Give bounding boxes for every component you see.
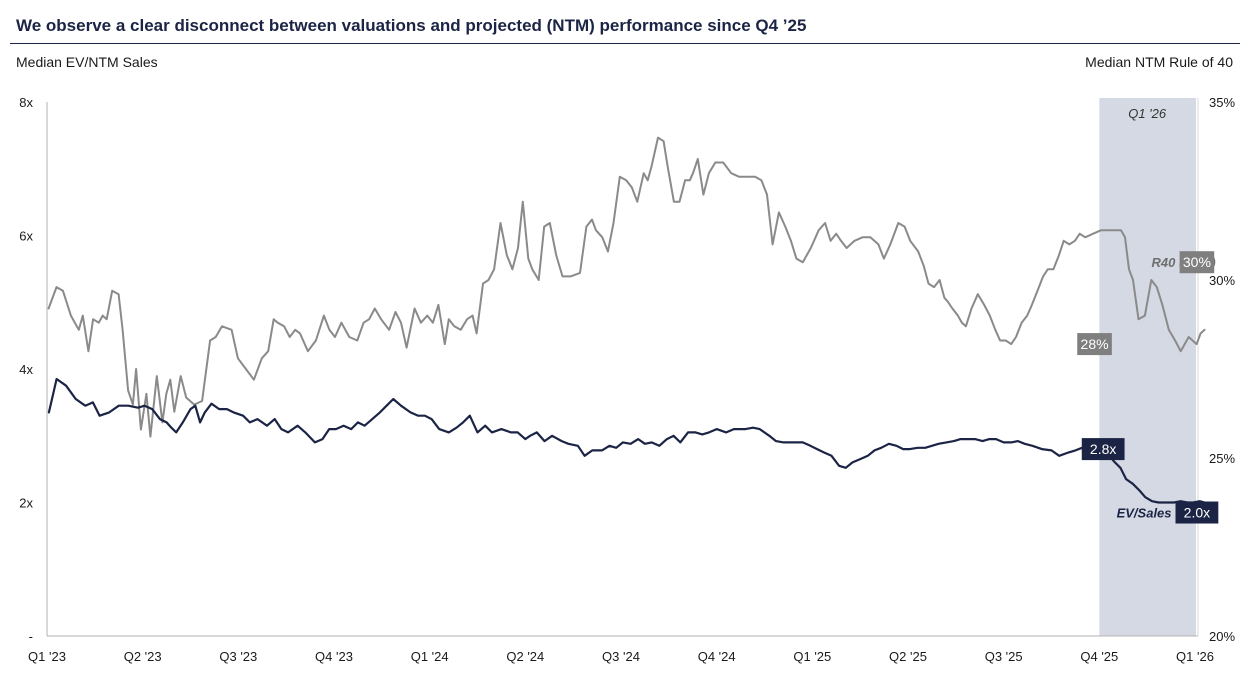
x-tick-label: Q4 '25 — [1080, 649, 1118, 664]
value-badge-text: 2.0x — [1184, 505, 1210, 521]
page-title: We observe a clear disconnect between va… — [16, 16, 807, 35]
left-axis-title: Median EV/NTM Sales — [16, 54, 158, 70]
r40-value-badge — [1077, 333, 1112, 356]
left-y-tick-label: 2x — [19, 496, 33, 511]
right-y-tick-label: 30% — [1209, 273, 1235, 288]
annotation-layer: R40 (NTM)30%28%EV/Sales (NTM)2.8x2.0x — [1077, 251, 1219, 524]
value-badge-text: 30% — [1183, 254, 1211, 270]
left-y-tick-label: 4x — [19, 362, 33, 377]
r40-series-line — [47, 136, 1206, 438]
x-tick-label: Q1 '25 — [793, 649, 831, 664]
x-tick-label: Q2 '23 — [124, 649, 162, 664]
x-tick-label: Q3 '23 — [219, 649, 257, 664]
shaded-region-layer: Q1 '26 — [1099, 98, 1196, 636]
ev-value-badge — [1175, 501, 1219, 524]
left-y-tick-label: 8x — [19, 95, 33, 110]
x-tick-label: Q4 '24 — [698, 649, 736, 664]
ev-value-badge — [1081, 438, 1125, 461]
right-y-tick-label: 25% — [1209, 451, 1235, 466]
x-tick-label: Q3 '24 — [602, 649, 640, 664]
x-tick-label: Q1 '26 — [1176, 649, 1214, 664]
x-tick-label: Q2 '25 — [889, 649, 927, 664]
value-badge-text: 28% — [1081, 336, 1109, 352]
left-y-tick-label: 6x — [19, 229, 33, 244]
x-tick-label: Q1 '24 — [411, 649, 449, 664]
right-y-tick-label: 20% — [1209, 629, 1235, 644]
shaded-region-label: Q1 '26 — [1128, 106, 1167, 121]
series-layer — [47, 136, 1206, 504]
ev-sales-series-line — [47, 377, 1206, 504]
x-tick-label: Q2 '24 — [506, 649, 544, 664]
x-tick-label: Q3 '25 — [985, 649, 1023, 664]
x-tick-label: Q4 '23 — [315, 649, 353, 664]
left-y-tick-label: - — [29, 629, 33, 644]
title-divider — [10, 43, 1240, 44]
r40-value-badge — [1179, 251, 1215, 274]
right-axis-title: Median NTM Rule of 40 — [1085, 54, 1233, 70]
value-badge-text: 2.8x — [1090, 441, 1116, 457]
right-y-tick-label: 35% — [1209, 95, 1235, 110]
axes-layer: - 2x 4x 6x 8x 20% 25% 30% 35% Q1 '23 Q2 '23 Q3 '23 Q… — [19, 95, 1235, 664]
x-tick-label: Q1 '23 — [28, 649, 66, 664]
shaded-region — [1099, 98, 1196, 636]
